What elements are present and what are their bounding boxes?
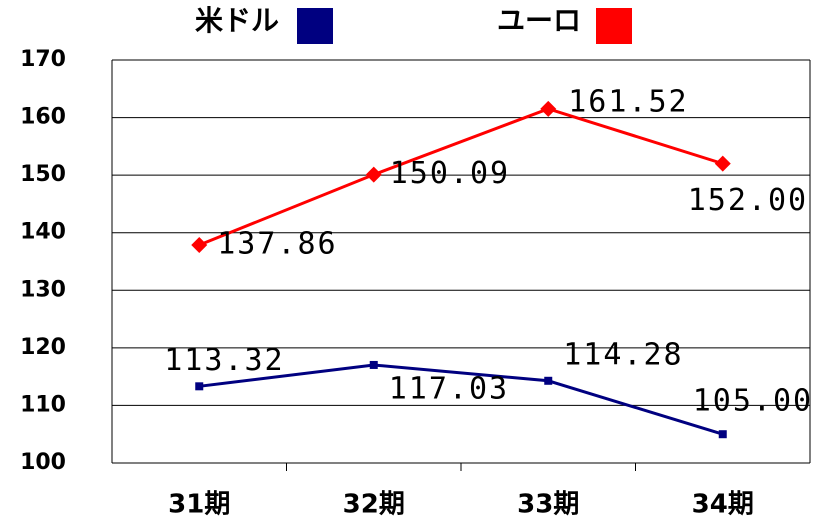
point-marker bbox=[540, 100, 557, 117]
point-marker bbox=[544, 376, 553, 385]
legend-label: ユーロ bbox=[497, 4, 581, 37]
data-label: 137.86 bbox=[217, 227, 337, 262]
legend-swatch bbox=[297, 8, 333, 44]
x-tick-label: 31期 bbox=[168, 490, 230, 520]
y-tick-label: 100 bbox=[20, 450, 66, 475]
y-tick-label: 140 bbox=[20, 220, 66, 245]
point-marker bbox=[195, 382, 204, 391]
data-label: 105.00 bbox=[693, 384, 813, 419]
data-label: 117.03 bbox=[389, 371, 509, 406]
data-label: 114.28 bbox=[563, 337, 683, 372]
x-tick-label: 34期 bbox=[692, 490, 754, 520]
data-label: 150.09 bbox=[390, 156, 510, 191]
y-tick-label: 170 bbox=[20, 47, 66, 72]
data-label: 152.00 bbox=[688, 183, 808, 218]
y-tick-label: 120 bbox=[20, 335, 66, 360]
legend-swatch bbox=[596, 8, 632, 44]
point-marker bbox=[718, 430, 727, 439]
series-line bbox=[198, 107, 724, 247]
data-label: 161.52 bbox=[568, 84, 688, 119]
x-tick-label: 32期 bbox=[343, 490, 405, 520]
point-marker bbox=[714, 155, 731, 172]
x-tick-label: 33期 bbox=[517, 490, 579, 520]
point-marker bbox=[369, 360, 378, 369]
y-tick-label: 160 bbox=[20, 105, 66, 130]
series-line bbox=[199, 363, 724, 436]
y-tick-label: 130 bbox=[20, 277, 66, 302]
y-tick-label: 150 bbox=[20, 162, 66, 187]
y-tick-label: 110 bbox=[20, 392, 66, 417]
legend-label: 米ドル bbox=[195, 4, 279, 37]
point-marker bbox=[365, 166, 382, 183]
data-label: 113.32 bbox=[164, 343, 284, 378]
point-marker bbox=[191, 237, 208, 254]
